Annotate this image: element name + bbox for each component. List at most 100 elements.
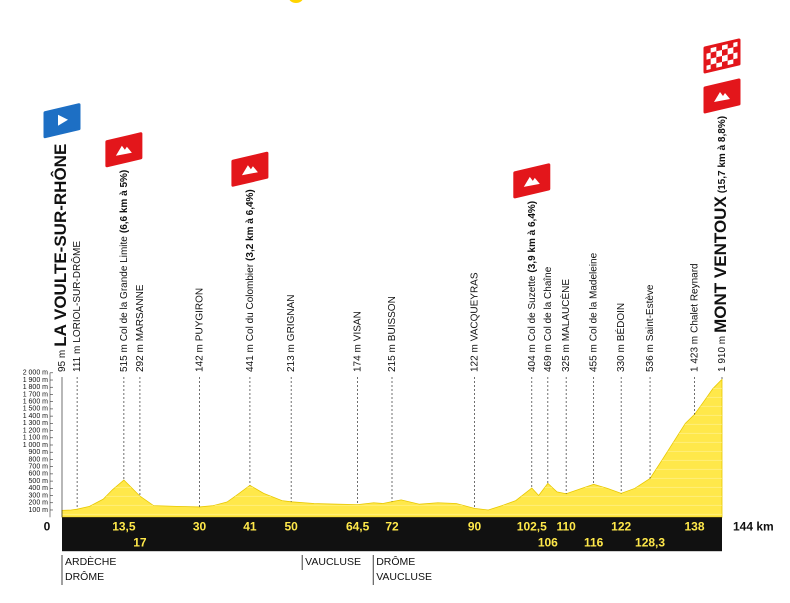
waypoint-label: 292 m MARSANNE bbox=[135, 284, 146, 372]
waypoint-label: 330 m BÉDOIN bbox=[614, 303, 627, 372]
y-tick-label: 100 m bbox=[29, 507, 49, 514]
region-name: DRÔME bbox=[376, 555, 415, 568]
waypoint-label: 469 m Col de la Chaîne bbox=[542, 266, 553, 372]
waypoint-label: 122 m VACQUEYRAS bbox=[469, 272, 480, 372]
waypoint-name: MALAUCÈNE bbox=[559, 279, 572, 342]
x-tick-label: 0 bbox=[44, 519, 51, 533]
y-tick-label: 1 300 m bbox=[23, 420, 48, 427]
waypoint-elevation: 515 m bbox=[119, 344, 130, 372]
x-tick-label: 13,5 bbox=[112, 519, 136, 533]
waypoint-label: 174 m VISAN bbox=[352, 311, 363, 372]
checker bbox=[722, 48, 728, 56]
waypoint-name: BÉDOIN bbox=[614, 303, 627, 341]
waypoint-elevation: 213 m bbox=[286, 344, 297, 372]
y-tick-label: 200 m bbox=[29, 500, 49, 507]
waypoint-elevation: 174 m bbox=[352, 344, 363, 372]
flag-icon bbox=[115, 145, 132, 156]
waypoint-detail: (3,9 km à 6,4%) bbox=[526, 201, 537, 273]
y-tick-label: 900 m bbox=[29, 449, 49, 456]
waypoint-elevation: 122 m bbox=[469, 344, 480, 372]
waypoint-detail: (6,6 km à 5%) bbox=[119, 170, 130, 233]
y-tick-label: 300 m bbox=[29, 492, 49, 499]
x-tick-label: 30 bbox=[193, 519, 207, 533]
waypoint-elevation: 441 m bbox=[245, 344, 256, 372]
x-tick-label: 64,5 bbox=[346, 519, 370, 533]
waypoint-name: Col du Colombier bbox=[245, 263, 256, 341]
waypoint-elevation: 1 910 m bbox=[717, 336, 728, 372]
waypoint-detail: (3,2 km à 6,4%) bbox=[245, 189, 256, 261]
x-tick-label: 102,5 bbox=[517, 519, 547, 533]
checker bbox=[705, 46, 711, 54]
waypoint-name: VACQUEYRAS bbox=[469, 272, 480, 341]
waypoint-name: Col de Suzette bbox=[526, 275, 537, 341]
waypoint-label: 536 m Saint-Estève bbox=[645, 284, 656, 372]
checker bbox=[727, 41, 734, 49]
waypoint-elevation: 469 m bbox=[542, 344, 553, 372]
checker bbox=[733, 45, 739, 54]
y-tick-label: 1 800 m bbox=[23, 384, 48, 391]
y-tick-label: 1 200 m bbox=[23, 427, 48, 434]
x-tick-label: 72 bbox=[385, 519, 399, 533]
waypoint-name: Chalet Reynard bbox=[689, 263, 700, 332]
waypoint-name: MARSANNE bbox=[135, 284, 146, 341]
checker bbox=[710, 63, 717, 71]
flag-icon bbox=[714, 91, 730, 102]
region-name: ARDÈCHE bbox=[65, 555, 116, 568]
waypoint-name: VISAN bbox=[352, 311, 363, 341]
checker bbox=[710, 51, 717, 59]
y-tick-label: 1 500 m bbox=[23, 406, 48, 413]
x-tick-label: 138 bbox=[684, 519, 704, 533]
waypoint-label: 213 m GRIGNAN bbox=[286, 295, 297, 372]
waypoint-elevation: 142 m bbox=[194, 344, 205, 372]
y-tick-label: 1 000 m bbox=[23, 442, 48, 449]
waypoint-name: PUYGIRON bbox=[194, 288, 205, 341]
y-tick-label: 1 400 m bbox=[23, 413, 48, 420]
waypoint-label: 455 m Col de la Madeleine bbox=[588, 252, 599, 372]
waypoint-name: MONT VENTOUX bbox=[711, 196, 730, 333]
waypoint-elevation: 455 m bbox=[588, 344, 599, 372]
x-tick-label: 41 bbox=[243, 519, 257, 533]
waypoint-elevation: 111 m bbox=[72, 346, 83, 372]
x-tick-label: 116 bbox=[584, 535, 604, 549]
waypoint-elevation: 1 423 m bbox=[689, 336, 700, 372]
waypoint-label: 325 m MALAUCÈNE bbox=[559, 279, 572, 372]
waypoint-elevation: 404 m bbox=[526, 344, 537, 372]
waypoint-elevation: 325 m bbox=[561, 344, 572, 372]
x-tick-label: 110 bbox=[556, 519, 576, 533]
waypoint-label: 404 m Col de Suzette (3,9 km à 6,4%) bbox=[526, 201, 537, 372]
y-tick-label: 400 m bbox=[29, 485, 49, 492]
waypoint-label: 515 m Col de la Grande Limite (6,6 km à 5%… bbox=[119, 170, 130, 372]
waypoint-label: 215 m BUISSON bbox=[387, 296, 398, 372]
x-tick-label: 90 bbox=[468, 519, 482, 533]
x-tick-label: 50 bbox=[284, 519, 298, 533]
x-tick-label: 106 bbox=[538, 535, 558, 549]
x-tick-label: 144 km bbox=[733, 519, 774, 533]
flag-icon bbox=[241, 165, 258, 176]
flag-icon bbox=[523, 176, 540, 187]
checker bbox=[727, 53, 734, 61]
waypoint-elevation: 95 m bbox=[57, 350, 68, 372]
checker bbox=[716, 43, 722, 52]
waypoint-label: 1 423 m Chalet Reynard bbox=[689, 263, 700, 372]
y-tick-label: 700 m bbox=[29, 464, 49, 471]
waypoint-name: LORIOL-SUR-DRÔME bbox=[70, 241, 83, 343]
x-tick-label: 122 bbox=[611, 519, 631, 533]
x-tick-label: 128,3 bbox=[635, 535, 665, 549]
y-tick-label: 2 000 m bbox=[23, 370, 48, 377]
x-tick-label: 17 bbox=[133, 535, 147, 549]
y-tick-label: 1 900 m bbox=[23, 377, 48, 384]
logo-fragment bbox=[289, 0, 303, 3]
checker bbox=[716, 55, 722, 64]
region-name: VAUCLUSE bbox=[305, 556, 361, 568]
y-tick-label: 1 600 m bbox=[23, 399, 48, 406]
waypoint-label: 111 m LORIOL-SUR-DRÔME bbox=[70, 241, 83, 372]
waypoint-name: Col de la Chaîne bbox=[542, 266, 553, 341]
y-tick-label: 500 m bbox=[29, 478, 49, 485]
y-tick-label: 600 m bbox=[29, 471, 49, 478]
waypoint-name: Col de la Madeleine bbox=[588, 252, 599, 341]
waypoint-label: 95 m LA VOULTE-SUR-RHÔNE bbox=[51, 144, 70, 372]
elevation-profile bbox=[61, 378, 723, 518]
checker bbox=[733, 57, 739, 66]
waypoint-name: Col de la Grande Limite bbox=[119, 236, 130, 341]
